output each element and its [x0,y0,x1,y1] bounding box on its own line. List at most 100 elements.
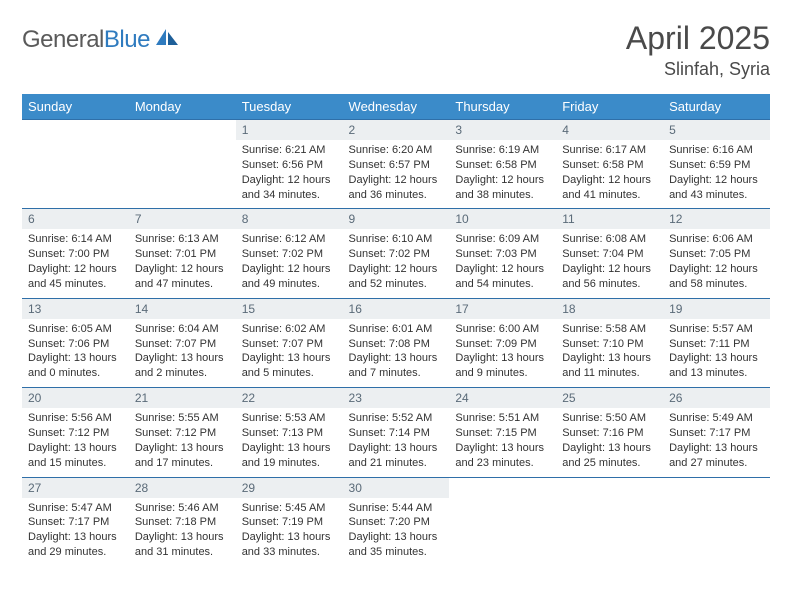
day-number-cell: 1 [236,120,343,141]
sunrise-line: Sunrise: 6:10 AM [349,232,444,247]
day-number-cell: 5 [663,120,770,141]
sunset-line: Sunset: 6:56 PM [242,158,337,173]
sunrise-line: Sunrise: 6:09 AM [455,232,550,247]
day-number-cell: 18 [556,298,663,319]
day-number-cell: 15 [236,298,343,319]
sunset-line: Sunset: 7:18 PM [135,515,230,530]
sunrise-line: Sunrise: 5:51 AM [455,411,550,426]
day-content-cell: Sunrise: 5:51 AMSunset: 7:15 PMDaylight:… [449,408,556,477]
daylight-line: Daylight: 12 hours and 52 minutes. [349,262,444,292]
day-content-row: Sunrise: 5:56 AMSunset: 7:12 PMDaylight:… [22,408,770,477]
day-content-cell: Sunrise: 6:17 AMSunset: 6:58 PMDaylight:… [556,140,663,209]
daylight-line: Daylight: 13 hours and 31 minutes. [135,530,230,560]
sunset-line: Sunset: 7:01 PM [135,247,230,262]
sunset-line: Sunset: 7:04 PM [562,247,657,262]
day-content-cell: Sunrise: 6:08 AMSunset: 7:04 PMDaylight:… [556,229,663,298]
daylight-line: Daylight: 13 hours and 19 minutes. [242,441,337,471]
sunrise-line: Sunrise: 5:46 AM [135,501,230,516]
day-content-row: Sunrise: 6:21 AMSunset: 6:56 PMDaylight:… [22,140,770,209]
sunset-line: Sunset: 7:08 PM [349,337,444,352]
sunset-line: Sunset: 7:17 PM [669,426,764,441]
sunrise-line: Sunrise: 6:02 AM [242,322,337,337]
sunrise-line: Sunrise: 5:55 AM [135,411,230,426]
day-number-cell: 4 [556,120,663,141]
weekday-header: Friday [556,94,663,120]
day-number-cell [449,477,556,498]
day-number-cell: 20 [22,388,129,409]
sunrise-line: Sunrise: 5:53 AM [242,411,337,426]
daylight-line: Daylight: 13 hours and 27 minutes. [669,441,764,471]
sunrise-line: Sunrise: 6:01 AM [349,322,444,337]
sunset-line: Sunset: 7:10 PM [562,337,657,352]
day-number-cell [556,477,663,498]
sunset-line: Sunset: 7:12 PM [135,426,230,441]
sail-icon [154,27,180,54]
sunset-line: Sunset: 7:09 PM [455,337,550,352]
day-number-cell: 16 [343,298,450,319]
daylight-line: Daylight: 12 hours and 41 minutes. [562,173,657,203]
day-content-cell: Sunrise: 5:50 AMSunset: 7:16 PMDaylight:… [556,408,663,477]
sunrise-line: Sunrise: 6:08 AM [562,232,657,247]
day-content-row: Sunrise: 6:14 AMSunset: 7:00 PMDaylight:… [22,229,770,298]
day-number-cell: 27 [22,477,129,498]
day-number-cell: 19 [663,298,770,319]
daylight-line: Daylight: 12 hours and 56 minutes. [562,262,657,292]
weekday-header-row: SundayMondayTuesdayWednesdayThursdayFrid… [22,94,770,120]
sunrise-line: Sunrise: 5:56 AM [28,411,123,426]
sunrise-line: Sunrise: 5:50 AM [562,411,657,426]
daylight-line: Daylight: 13 hours and 2 minutes. [135,351,230,381]
daylight-line: Daylight: 12 hours and 49 minutes. [242,262,337,292]
day-number-cell: 11 [556,209,663,230]
day-content-cell: Sunrise: 5:53 AMSunset: 7:13 PMDaylight:… [236,408,343,477]
day-content-cell [129,140,236,209]
day-content-cell: Sunrise: 6:01 AMSunset: 7:08 PMDaylight:… [343,319,450,388]
sunset-line: Sunset: 6:57 PM [349,158,444,173]
sunrise-line: Sunrise: 5:58 AM [562,322,657,337]
day-content-cell: Sunrise: 6:02 AMSunset: 7:07 PMDaylight:… [236,319,343,388]
day-content-cell [556,498,663,566]
location: Slinfah, Syria [626,59,770,80]
daylight-line: Daylight: 13 hours and 9 minutes. [455,351,550,381]
weekday-header: Saturday [663,94,770,120]
weekday-header: Wednesday [343,94,450,120]
daylight-line: Daylight: 12 hours and 43 minutes. [669,173,764,203]
sunrise-line: Sunrise: 6:12 AM [242,232,337,247]
daylight-line: Daylight: 13 hours and 17 minutes. [135,441,230,471]
sunset-line: Sunset: 7:13 PM [242,426,337,441]
sunrise-line: Sunrise: 6:20 AM [349,143,444,158]
sunrise-line: Sunrise: 5:47 AM [28,501,123,516]
day-number-cell [129,120,236,141]
daylight-line: Daylight: 13 hours and 33 minutes. [242,530,337,560]
day-content-cell: Sunrise: 6:05 AMSunset: 7:06 PMDaylight:… [22,319,129,388]
day-number-cell: 13 [22,298,129,319]
sunrise-line: Sunrise: 6:14 AM [28,232,123,247]
day-number-row: 13141516171819 [22,298,770,319]
daylight-line: Daylight: 13 hours and 15 minutes. [28,441,123,471]
daylight-line: Daylight: 13 hours and 0 minutes. [28,351,123,381]
day-number-cell: 10 [449,209,556,230]
sunset-line: Sunset: 6:58 PM [455,158,550,173]
day-number-cell: 2 [343,120,450,141]
sunset-line: Sunset: 6:59 PM [669,158,764,173]
sunrise-line: Sunrise: 5:57 AM [669,322,764,337]
day-content-cell: Sunrise: 5:56 AMSunset: 7:12 PMDaylight:… [22,408,129,477]
page-title: April 2025 [626,20,770,57]
sunset-line: Sunset: 7:12 PM [28,426,123,441]
sunrise-line: Sunrise: 5:49 AM [669,411,764,426]
daylight-line: Daylight: 12 hours and 45 minutes. [28,262,123,292]
daylight-line: Daylight: 13 hours and 25 minutes. [562,441,657,471]
sunrise-line: Sunrise: 6:05 AM [28,322,123,337]
day-content-cell: Sunrise: 5:47 AMSunset: 7:17 PMDaylight:… [22,498,129,566]
day-number-row: 20212223242526 [22,388,770,409]
day-content-cell: Sunrise: 5:45 AMSunset: 7:19 PMDaylight:… [236,498,343,566]
day-content-cell: Sunrise: 5:55 AMSunset: 7:12 PMDaylight:… [129,408,236,477]
daylight-line: Daylight: 13 hours and 35 minutes. [349,530,444,560]
day-number-cell: 30 [343,477,450,498]
day-number-cell: 28 [129,477,236,498]
sunset-line: Sunset: 7:02 PM [349,247,444,262]
day-number-cell [663,477,770,498]
weekday-header: Thursday [449,94,556,120]
sunrise-line: Sunrise: 5:45 AM [242,501,337,516]
day-content-cell: Sunrise: 6:00 AMSunset: 7:09 PMDaylight:… [449,319,556,388]
header: GeneralBlue April 2025 Slinfah, Syria [22,20,770,80]
